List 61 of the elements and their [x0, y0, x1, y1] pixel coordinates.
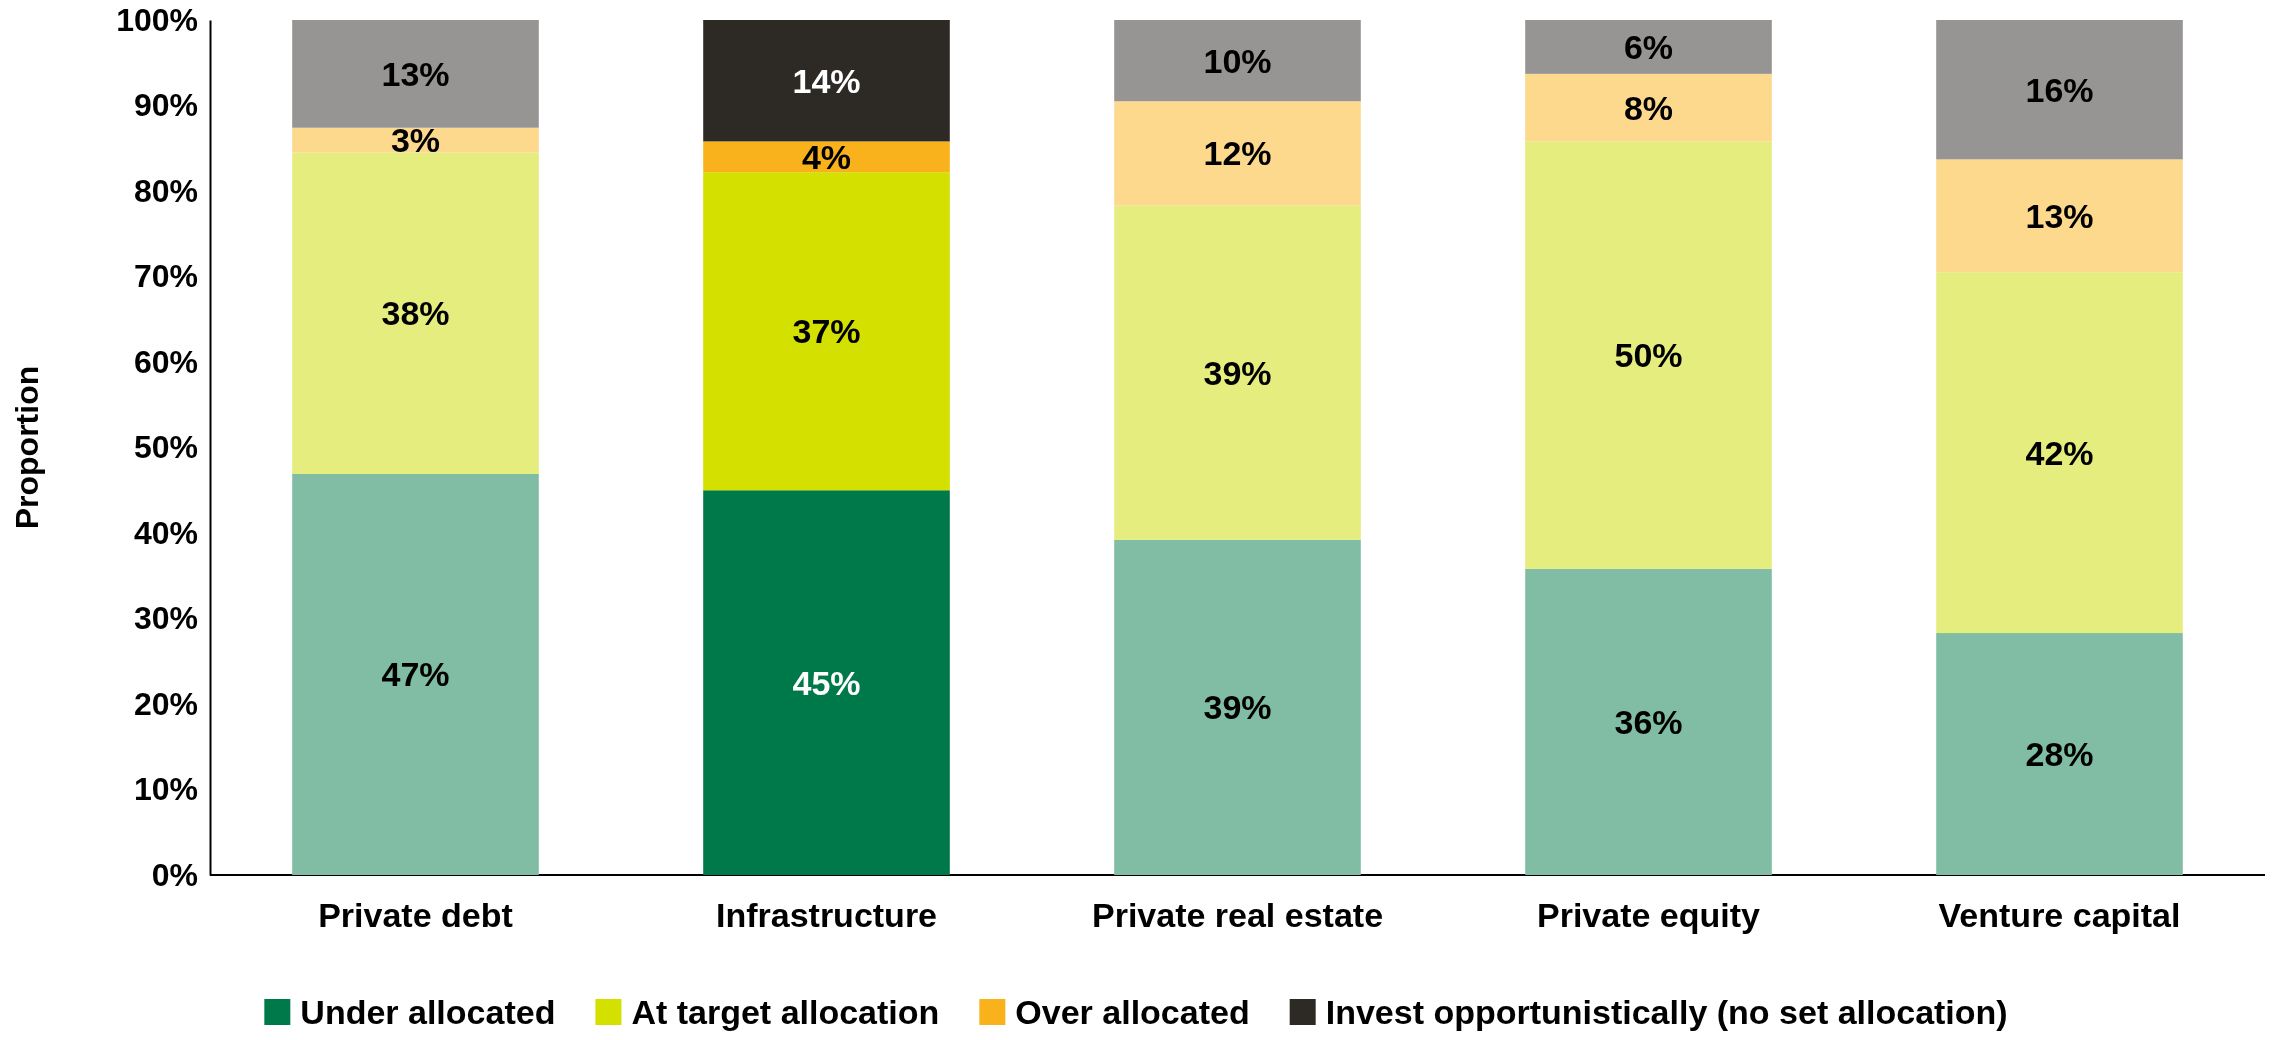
data-label: 36%: [1614, 702, 1683, 741]
bar: [1114, 205, 1361, 540]
data-label: 6%: [1623, 27, 1674, 66]
bar: [1525, 20, 1772, 74]
bar: [1525, 73, 1772, 142]
data-label: 16%: [2025, 70, 2094, 109]
data-label: 3%: [390, 121, 441, 160]
bar: [1936, 159, 2183, 273]
y-tick-label: 10%: [133, 771, 198, 808]
data-label: 38%: [381, 294, 450, 333]
y-tick-label: 60%: [133, 343, 198, 380]
data-label: 37%: [792, 312, 861, 351]
bar: [292, 152, 539, 475]
bar: [1936, 20, 2183, 160]
bar: [703, 141, 950, 173]
data-label: 28%: [2025, 734, 2094, 773]
data-label: 10%: [1203, 41, 1272, 80]
data-label: 39%: [1203, 353, 1272, 392]
y-tick-label: 0%: [151, 856, 198, 893]
x-tick-label: Infrastructure: [715, 896, 938, 935]
x-tick-label: Venture capital: [1938, 896, 2181, 935]
bar: [292, 474, 539, 875]
data-label: 45%: [792, 663, 861, 702]
bar: [1936, 272, 2183, 634]
y-tick-label: 50%: [133, 429, 198, 466]
data-label: 14%: [792, 61, 861, 100]
x-tick-label: Private debt: [318, 896, 513, 935]
y-tick-label: 90%: [133, 87, 198, 124]
bar: [703, 20, 950, 142]
bar: [703, 172, 950, 491]
data-label: 8%: [1623, 88, 1674, 127]
bar: [292, 20, 539, 128]
bar: [292, 127, 539, 153]
y-tick-label: 20%: [133, 685, 198, 722]
data-label: 4%: [801, 137, 852, 176]
data-label: 42%: [2025, 433, 2094, 472]
y-tick-label: 100%: [116, 1, 198, 38]
bar: [1525, 141, 1772, 569]
y-tick-label: 40%: [133, 514, 198, 551]
y-tick-label: 70%: [133, 258, 198, 295]
data-label: 47%: [381, 655, 450, 694]
data-label: 12%: [1203, 134, 1272, 173]
y-tick-label: 30%: [133, 600, 198, 637]
legend-label: Invest opportunistically (no set allocation): [1325, 992, 2008, 1031]
data-label: 50%: [1614, 336, 1683, 375]
y-tick-label: 80%: [133, 172, 198, 209]
data-label: 13%: [381, 54, 450, 93]
x-tick-label: Private equity: [1537, 896, 1761, 935]
bar: [1114, 20, 1361, 102]
data-label: 39%: [1203, 688, 1272, 727]
legend-label: Under allocated: [300, 992, 556, 1031]
data-label: 13%: [2025, 196, 2094, 235]
y-axis-title: Proportion: [9, 365, 45, 530]
bar: [1114, 101, 1361, 206]
bar: [703, 490, 950, 875]
legend-label: At target allocation: [631, 992, 940, 1031]
x-tick-label: Private real estate: [1091, 896, 1384, 935]
bar: [1114, 539, 1361, 875]
bar: [1525, 568, 1772, 875]
bar: [1936, 633, 2183, 875]
legend-label: Over allocated: [1015, 992, 1250, 1031]
